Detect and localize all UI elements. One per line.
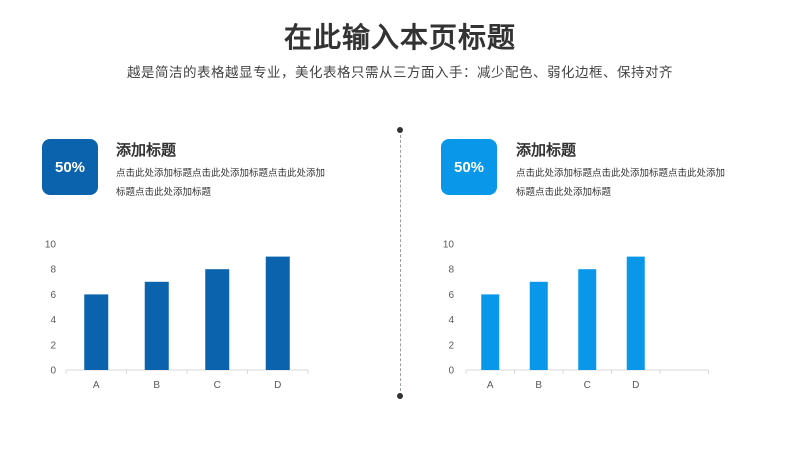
bar-c <box>578 269 597 370</box>
bar-a <box>481 294 500 370</box>
x-tick-label: D <box>632 380 639 391</box>
y-tick-label: 4 <box>50 315 56 326</box>
x-tick-label: D <box>274 380 281 391</box>
right-panel: 50% 添加标题 点击此处添加标题点击此处添加标题点击此处添加标题点击此处添加标… <box>400 0 760 450</box>
percent-badge: 50% <box>42 139 98 195</box>
bar-a <box>84 294 109 370</box>
bar-b <box>529 281 548 370</box>
divider-top-dot <box>397 127 403 133</box>
x-tick-label: B <box>153 380 160 391</box>
x-tick-label: C <box>584 380 591 391</box>
bar-chart-right: 0 2 4 6 8 10 A B C D <box>443 240 709 391</box>
y-tick-label: 10 <box>45 240 57 251</box>
page-title: 在此输入本页标题 <box>283 21 516 54</box>
bar-c <box>205 269 230 370</box>
panel-heading: 添加标题 <box>516 141 577 159</box>
y-tick-label: 10 <box>443 240 455 251</box>
y-tick-label: 8 <box>50 265 56 276</box>
y-tick-label: 4 <box>448 315 454 326</box>
page-subtitle: 越是简洁的表格越显专业，美化表格只需从三方面入手：减少配色、弱化边框、保持对齐 <box>127 65 673 81</box>
percent-badge: 50% <box>441 139 497 195</box>
x-tick-label: A <box>93 380 100 391</box>
bar-d <box>265 256 290 370</box>
y-tick-label: 2 <box>448 340 454 351</box>
x-tick-label: B <box>535 380 542 391</box>
bar-d <box>626 256 645 370</box>
y-tick-label: 8 <box>448 265 454 276</box>
left-panel: 50% 添加标题 点击此处添加标题点击此处添加标题点击此处添加标题点击此处添加标… <box>0 0 360 450</box>
y-tick-label: 6 <box>448 290 454 301</box>
panel-description: 点击此处添加标题点击此处添加标题点击此处添加标题点击此处添加标题 <box>516 168 726 198</box>
y-tick-label: 0 <box>448 366 454 377</box>
y-tick-label: 0 <box>50 366 56 377</box>
bar-b <box>144 281 169 370</box>
panel-heading: 添加标题 <box>116 141 177 159</box>
bar-chart-left: 0 2 4 6 8 10 A B C D <box>45 240 309 391</box>
divider-bottom-dot <box>397 393 403 399</box>
y-tick-label: 2 <box>50 340 56 351</box>
x-tick-label: A <box>487 380 494 391</box>
x-tick-label: C <box>214 380 221 391</box>
panel-description: 点击此处添加标题点击此处添加标题点击此处添加标题点击此处添加标题 <box>116 168 326 198</box>
vertical-divider <box>400 130 401 396</box>
y-tick-label: 6 <box>50 290 56 301</box>
